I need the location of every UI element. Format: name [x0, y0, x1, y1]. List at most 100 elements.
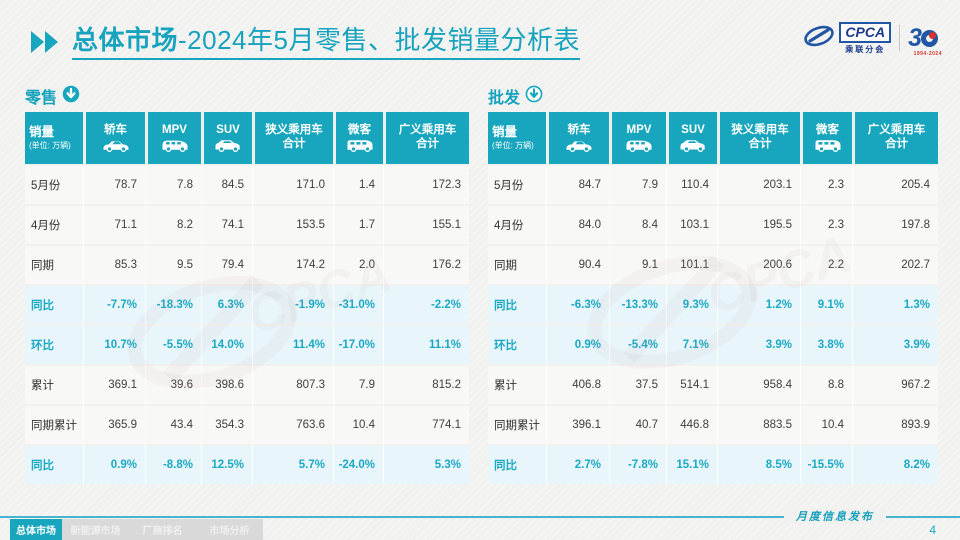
wholesale-table: 销量 (单位: 万辆) 轿车 MPV SUV 狭义乘用车 合计 微客 广义乘用车 合计 5月份 84…: [488, 112, 938, 484]
column-header-sedan: 轿车: [83, 112, 145, 164]
retail-table: 销量 (单位: 万辆) 轿车 MPV SUV 狭义乘用车 合计 微客 广义乘用车 合计 5月份 78…: [25, 112, 469, 484]
column-header-sedan: 轿车: [546, 112, 609, 164]
table-row: 5月份 78.7 7.8 84.5 171.0 1.4 172.3: [25, 164, 469, 204]
table-row: 同期累计 396.1 40.7 446.8 883.5 10.4 893.9: [488, 404, 938, 444]
cell-value: 10.4: [333, 404, 383, 444]
cell-value: 84.7: [546, 164, 609, 204]
cell-value: 9.1: [609, 244, 666, 284]
table-row: 环比 10.7% -5.5% 14.0% 11.4% -17.0% 11.1%: [25, 324, 469, 364]
row-label: 同比: [25, 444, 83, 484]
cell-value: 205.4: [852, 164, 938, 204]
cell-value: 0.9%: [83, 444, 145, 484]
sedan-icon: [565, 139, 593, 153]
table-row: 5月份 84.7 7.9 110.4 203.1 2.3 205.4: [488, 164, 938, 204]
retail-section: 零售 销量 (单位: 万辆) 轿车 MPV SUV 狭义乘用车 合计 微客 广义乘用车 合计 5月…: [25, 84, 469, 484]
wholesale-section-header: 批发: [488, 84, 938, 108]
cell-value: 446.8: [666, 404, 717, 444]
cell-value: 6.3%: [201, 284, 252, 324]
cell-value: 11.4%: [252, 324, 333, 364]
table-row: 累计 369.1 39.6 398.6 807.3 7.9 815.2: [25, 364, 469, 404]
row-label: 4月份: [488, 204, 546, 244]
page-title-rest: -2024年5月零售、批发销量分析表: [178, 25, 580, 55]
logo-group: CPCA 乘联分会 3 1994-2024: [803, 22, 941, 57]
double-chevron-icon: [28, 29, 64, 60]
column-header-narrow-total: 狭义乘用车 合计: [252, 112, 333, 164]
suv-icon: [214, 139, 242, 153]
footer-tab-2[interactable]: 新能源市场: [62, 519, 129, 540]
cell-value: 8.2: [145, 204, 201, 244]
cell-value: 2.2: [800, 244, 852, 284]
page-number: 4: [929, 523, 936, 537]
cell-value: 967.2: [852, 364, 938, 404]
cell-value: 43.4: [145, 404, 201, 444]
cell-value: 14.0%: [201, 324, 252, 364]
cpca-logo: CPCA 乘联分会: [803, 22, 892, 55]
cpca-swoosh-icon: [803, 23, 835, 54]
cell-value: 153.5: [252, 204, 333, 244]
cell-value: -7.8%: [609, 444, 666, 484]
cell-value: 514.1: [666, 364, 717, 404]
mpv-icon: [161, 139, 189, 153]
sales-unit-header: 销量 (单位: 万辆): [488, 112, 546, 164]
cell-value: -5.4%: [609, 324, 666, 364]
footer-tab-3[interactable]: 厂商排名: [129, 519, 196, 540]
cell-value: 9.5: [145, 244, 201, 284]
cell-value: 7.8: [145, 164, 201, 204]
cell-value: 7.9: [333, 364, 383, 404]
cell-value: 71.1: [83, 204, 145, 244]
retail-section-header: 零售: [25, 84, 469, 108]
cell-value: 774.1: [383, 404, 469, 444]
cell-value: 3.9%: [717, 324, 800, 364]
row-label: 累计: [488, 364, 546, 404]
cell-value: 0.9%: [546, 324, 609, 364]
row-label: 同比: [25, 284, 83, 324]
row-label: 同期: [488, 244, 546, 284]
cell-value: 155.1: [383, 204, 469, 244]
cell-value: 203.1: [717, 164, 800, 204]
cell-value: -13.3%: [609, 284, 666, 324]
cell-value: 174.2: [252, 244, 333, 284]
cell-value: 8.8: [800, 364, 852, 404]
cell-value: 78.7: [83, 164, 145, 204]
column-header-suv: SUV: [201, 112, 252, 164]
cell-value: 2.3: [800, 164, 852, 204]
row-label: 同期: [25, 244, 83, 284]
cell-value: 5.3%: [383, 444, 469, 484]
cell-value: 8.2%: [852, 444, 938, 484]
cell-value: 8.4: [609, 204, 666, 244]
footer-tab-4[interactable]: 市场分析: [196, 519, 263, 540]
table-row: 同比 2.7% -7.8% 15.1% 8.5% -15.5% 8.2%: [488, 444, 938, 484]
cell-value: 3.9%: [852, 324, 938, 364]
sales-unit-header: 销量 (单位: 万辆): [25, 112, 83, 164]
cell-value: 84.5: [201, 164, 252, 204]
cell-value: 893.9: [852, 404, 938, 444]
column-header-mpv: MPV: [145, 112, 201, 164]
cell-value: 79.4: [201, 244, 252, 284]
cell-value: 354.3: [201, 404, 252, 444]
minibus-icon: [346, 139, 374, 153]
cell-value: 883.5: [717, 404, 800, 444]
row-label: 4月份: [25, 204, 83, 244]
cell-value: 958.4: [717, 364, 800, 404]
cell-value: 1.4: [333, 164, 383, 204]
column-header-broad-total: 广义乘用车 合计: [852, 112, 938, 164]
column-header-broad-total: 广义乘用车 合计: [383, 112, 469, 164]
down-arrow-ring-icon: [525, 85, 543, 108]
row-label: 5月份: [25, 164, 83, 204]
column-header-minibus: 微客: [800, 112, 852, 164]
cell-value: 815.2: [383, 364, 469, 404]
cell-value: 1.2%: [717, 284, 800, 324]
cell-value: 74.1: [201, 204, 252, 244]
cell-value: 200.6: [717, 244, 800, 284]
table-row: 累计 406.8 37.5 514.1 958.4 8.8 967.2: [488, 364, 938, 404]
column-header-narrow-total: 狭义乘用车 合计: [717, 112, 800, 164]
cell-value: 10.7%: [83, 324, 145, 364]
footer-tab-1[interactable]: 总体市场: [10, 519, 62, 540]
cell-value: 9.1%: [800, 284, 852, 324]
anniversary-30-logo: 3 1994-2024: [908, 25, 941, 57]
column-header-mpv: MPV: [609, 112, 666, 164]
cell-value: 101.1: [666, 244, 717, 284]
row-label: 同比: [488, 284, 546, 324]
cell-value: 1.7: [333, 204, 383, 244]
